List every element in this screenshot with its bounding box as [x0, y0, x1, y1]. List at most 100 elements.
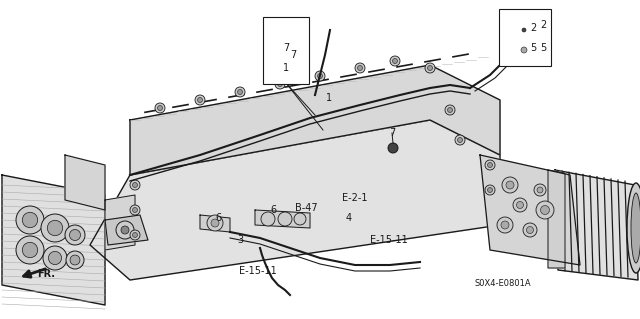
Circle shape	[315, 71, 325, 81]
Circle shape	[527, 226, 534, 234]
Polygon shape	[2, 175, 105, 305]
Circle shape	[519, 25, 529, 35]
Circle shape	[211, 219, 219, 227]
Circle shape	[43, 246, 67, 270]
Polygon shape	[255, 210, 310, 228]
Circle shape	[516, 202, 524, 209]
Circle shape	[70, 229, 81, 241]
Circle shape	[70, 255, 80, 265]
Text: 4: 4	[346, 213, 352, 223]
Ellipse shape	[631, 193, 640, 263]
Polygon shape	[130, 65, 500, 175]
Circle shape	[132, 207, 138, 212]
Circle shape	[358, 65, 362, 70]
Circle shape	[278, 212, 292, 226]
Text: 2: 2	[540, 20, 546, 30]
Circle shape	[455, 135, 465, 145]
Text: B-47: B-47	[294, 203, 317, 213]
Polygon shape	[90, 120, 500, 280]
Circle shape	[278, 81, 282, 86]
Text: 7: 7	[389, 128, 395, 138]
Circle shape	[521, 47, 527, 53]
Circle shape	[485, 160, 495, 170]
Circle shape	[425, 63, 435, 73]
Circle shape	[130, 230, 140, 240]
Text: E-15-11: E-15-11	[239, 266, 277, 276]
Polygon shape	[105, 195, 135, 250]
Text: E-2-1: E-2-1	[342, 193, 368, 203]
Circle shape	[537, 187, 543, 193]
Circle shape	[237, 90, 243, 94]
Circle shape	[207, 215, 223, 231]
Text: 7: 7	[290, 50, 296, 60]
Text: 2: 2	[530, 23, 536, 33]
Circle shape	[501, 221, 509, 229]
Text: 5: 5	[530, 43, 536, 53]
Polygon shape	[65, 155, 105, 210]
Circle shape	[47, 220, 63, 236]
Circle shape	[275, 79, 285, 89]
Circle shape	[132, 233, 138, 238]
Text: 3: 3	[237, 235, 243, 245]
Text: 1: 1	[283, 63, 289, 73]
Ellipse shape	[627, 183, 640, 273]
Circle shape	[130, 180, 140, 190]
Circle shape	[390, 56, 400, 66]
Circle shape	[132, 182, 138, 188]
Circle shape	[16, 206, 44, 234]
Circle shape	[513, 198, 527, 212]
Circle shape	[497, 217, 513, 233]
Circle shape	[445, 105, 455, 115]
Circle shape	[41, 214, 69, 242]
Circle shape	[235, 87, 245, 97]
Circle shape	[130, 205, 140, 215]
Circle shape	[157, 106, 163, 110]
Circle shape	[116, 221, 134, 239]
Polygon shape	[105, 215, 148, 245]
Circle shape	[195, 95, 205, 105]
Circle shape	[522, 28, 526, 32]
Circle shape	[502, 177, 518, 193]
Circle shape	[536, 201, 554, 219]
Circle shape	[506, 181, 514, 189]
Text: 5: 5	[540, 43, 546, 53]
Circle shape	[66, 251, 84, 269]
Text: 6: 6	[215, 213, 221, 223]
Circle shape	[517, 43, 531, 57]
Text: S0X4-E0801A: S0X4-E0801A	[475, 279, 531, 288]
Circle shape	[22, 212, 38, 228]
Circle shape	[155, 103, 165, 113]
Circle shape	[22, 242, 38, 258]
Circle shape	[121, 226, 129, 234]
Circle shape	[294, 213, 306, 225]
Circle shape	[488, 188, 493, 192]
Text: 1: 1	[326, 93, 332, 103]
Circle shape	[65, 225, 85, 245]
Circle shape	[534, 184, 546, 196]
Circle shape	[428, 65, 433, 70]
Circle shape	[541, 205, 550, 214]
Circle shape	[317, 73, 323, 78]
FancyBboxPatch shape	[499, 9, 551, 66]
Text: FR.: FR.	[37, 269, 55, 279]
Circle shape	[261, 212, 275, 226]
Circle shape	[16, 236, 44, 264]
Circle shape	[355, 63, 365, 73]
Circle shape	[485, 185, 495, 195]
Circle shape	[198, 98, 202, 102]
Text: E-15-11: E-15-11	[370, 235, 408, 245]
Text: 6: 6	[270, 205, 276, 215]
Circle shape	[488, 162, 493, 167]
Circle shape	[447, 108, 452, 113]
Circle shape	[458, 137, 463, 143]
Polygon shape	[480, 155, 580, 265]
Circle shape	[392, 58, 397, 63]
Polygon shape	[200, 215, 230, 232]
Text: 7: 7	[283, 43, 289, 53]
Polygon shape	[555, 170, 638, 280]
Circle shape	[523, 223, 537, 237]
Polygon shape	[548, 170, 565, 268]
Circle shape	[388, 143, 398, 153]
Circle shape	[49, 251, 61, 264]
FancyBboxPatch shape	[263, 17, 309, 84]
